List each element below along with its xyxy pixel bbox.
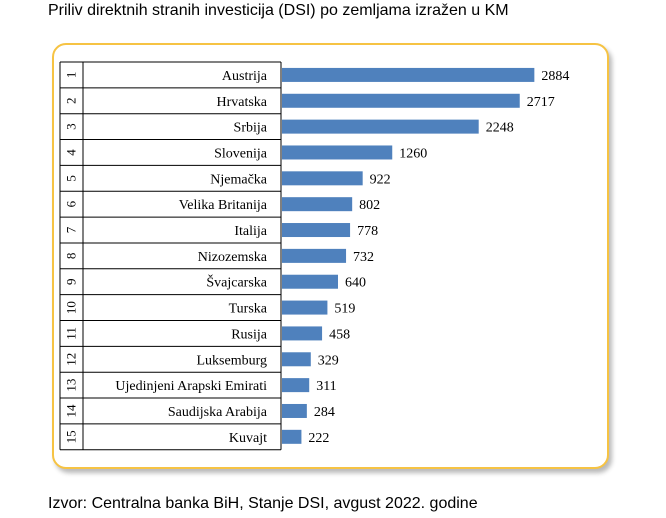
- bar: [282, 197, 353, 212]
- bar: [282, 274, 338, 289]
- data-label: 1260: [399, 146, 427, 161]
- data-label: 802: [359, 198, 380, 213]
- bar: [282, 119, 479, 134]
- category-tick-label: Italija: [234, 224, 267, 239]
- data-label: 458: [329, 327, 350, 342]
- data-label: 778: [357, 224, 378, 239]
- data-label: 311: [316, 379, 336, 394]
- rank-label: 9: [64, 278, 79, 285]
- bar: [282, 429, 302, 444]
- category-tick-label: Slovenija: [214, 146, 268, 161]
- category-tick-label: Ujedinjeni Arapski Emirati: [115, 379, 267, 394]
- bar: [282, 223, 351, 238]
- data-label: 222: [308, 431, 329, 446]
- category-tick-label: Nizozemska: [198, 250, 268, 265]
- category-tick-label: Velika Britanija: [179, 198, 268, 213]
- rank-label: 8: [64, 253, 79, 260]
- source-note: Izvor: Centralna banka BiH, Stanje DSI, …: [48, 495, 478, 512]
- rank-label: 7: [64, 226, 79, 233]
- category-tick-label: Rusija: [231, 327, 268, 342]
- bar: [282, 326, 323, 341]
- bar: [282, 403, 307, 418]
- data-label: 2248: [486, 121, 514, 136]
- rank-label: 3: [64, 123, 79, 130]
- rank-label: 11: [64, 327, 79, 340]
- data-label: 922: [370, 172, 391, 187]
- data-label: 640: [345, 276, 366, 291]
- bar: [282, 93, 520, 108]
- rank-label: 4: [64, 149, 79, 156]
- bar: [282, 248, 347, 263]
- rank-label: 12: [64, 353, 79, 366]
- rank-label: 13: [64, 379, 79, 392]
- rank-label: 6: [64, 200, 79, 207]
- category-tick-label: Švajcarska: [206, 274, 267, 291]
- rank-label: 5: [64, 175, 79, 182]
- category-tick-label: Njemačka: [210, 172, 268, 187]
- data-label: 2884: [541, 69, 569, 84]
- rank-label: 10: [64, 301, 79, 314]
- bar: [282, 300, 328, 315]
- rank-label: 15: [64, 430, 79, 443]
- rank-label: 2: [64, 98, 79, 105]
- bar: [282, 145, 393, 160]
- data-label: 2717: [527, 95, 555, 110]
- category-tick-label: Turska: [229, 302, 268, 317]
- rank-label: 14: [64, 404, 79, 418]
- category-tick-label: Austrija: [222, 69, 268, 84]
- data-label: 519: [334, 302, 355, 317]
- bar: [282, 171, 363, 186]
- bar: [282, 378, 310, 393]
- data-label: 329: [318, 353, 339, 368]
- data-label: 732: [353, 250, 374, 265]
- chart-title: Priliv direktnih stranih investicija (DS…: [48, 2, 509, 19]
- bar: [282, 67, 535, 82]
- category-tick-label: Srbija: [234, 121, 268, 136]
- category-tick-label: Luksemburg: [196, 353, 267, 368]
- category-tick-label: Hrvatska: [216, 95, 267, 110]
- bar: [282, 352, 311, 367]
- category-tick-label: Kuvajt: [229, 431, 267, 446]
- category-tick-label: Saudijska Arabija: [168, 405, 268, 420]
- data-label: 284: [314, 405, 335, 420]
- rank-label: 1: [64, 72, 79, 79]
